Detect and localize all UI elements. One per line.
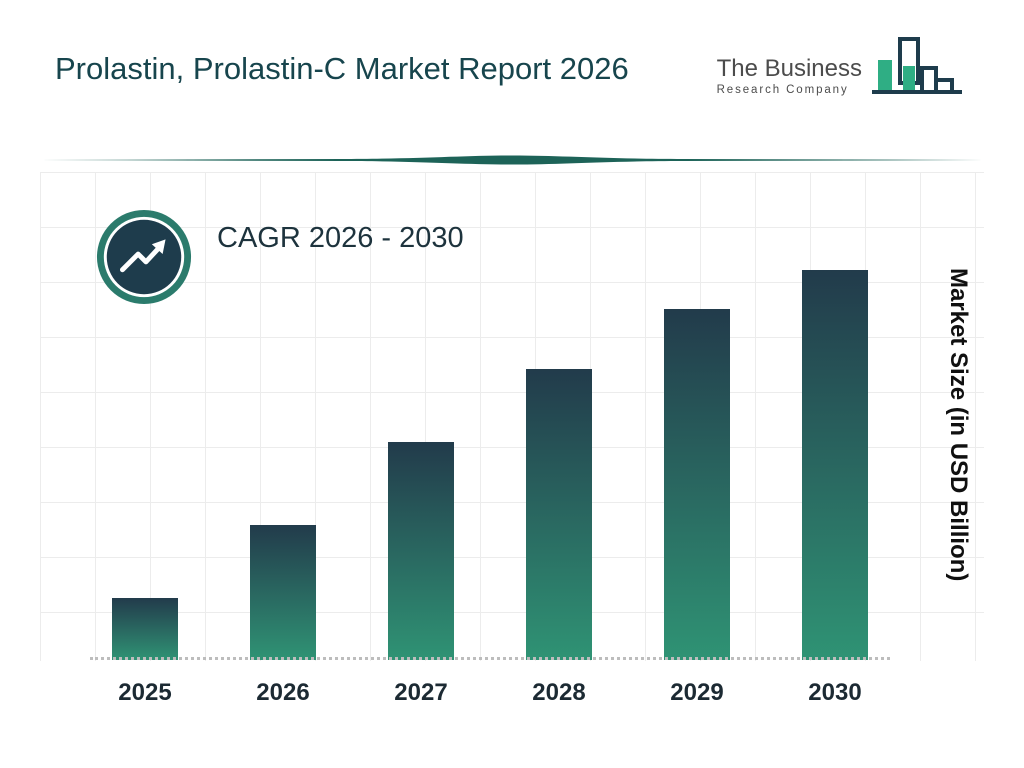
cagr-callout: CAGR 2026 - 2030 [95, 208, 464, 306]
bar-2026 [250, 525, 316, 660]
bar-2029 [664, 309, 730, 660]
logo-text: The Business Research Company [716, 54, 862, 97]
y-axis-label: Market Size (in USD Billion) [945, 268, 972, 582]
page-title: Prolastin, Prolastin-C Market Report 202… [55, 51, 629, 86]
bar-2025 [112, 598, 178, 660]
bar-chart: 2025 2026 2027 2028 2029 2030 [90, 270, 890, 707]
bar-2030 [802, 270, 868, 660]
bar-column-2030: 2030 [802, 270, 868, 707]
x-tick-label-2027: 2027 [394, 679, 448, 706]
x-axis-baseline [90, 657, 890, 660]
logo-subname: Research Company [716, 84, 849, 97]
x-tick-label-2025: 2025 [118, 679, 172, 706]
x-tick-label-2029: 2029 [670, 679, 724, 706]
bar-column-2026: 2026 [250, 525, 316, 707]
bar-column-2025: 2025 [112, 598, 178, 707]
bar-column-2028: 2028 [526, 369, 592, 707]
company-logo: The Business Research Company [717, 36, 966, 116]
bar-column-2027: 2027 [388, 442, 454, 707]
trend-up-icon [95, 208, 193, 306]
bar-column-2029: 2029 [664, 309, 730, 707]
cagr-label: CAGR 2026 - 2030 [217, 222, 464, 254]
x-tick-label-2030: 2030 [808, 679, 862, 706]
header-divider [40, 155, 984, 165]
bar-chart-logo-icon [870, 36, 966, 116]
bar-2028 [526, 369, 592, 660]
bar-2027 [388, 442, 454, 660]
x-tick-label-2026: 2026 [256, 679, 310, 706]
logo-name: The Business [716, 54, 862, 82]
x-tick-label-2028: 2028 [532, 679, 586, 706]
